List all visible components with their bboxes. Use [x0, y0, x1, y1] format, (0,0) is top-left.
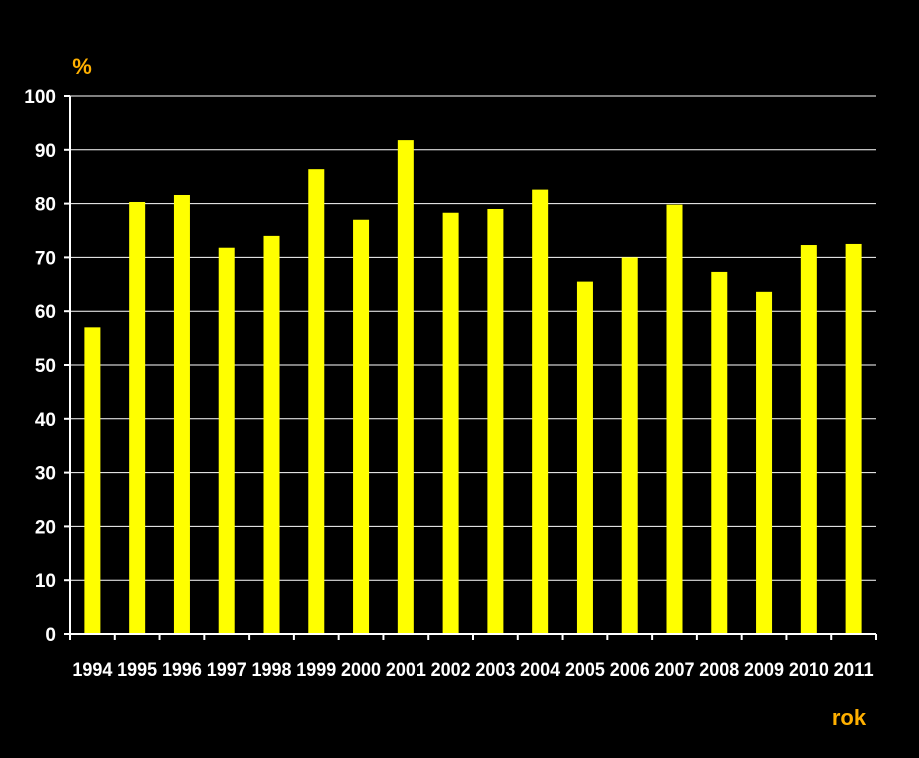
y-tick-label-70: 70: [35, 248, 56, 269]
x-tick-label-1996: 1996: [162, 660, 202, 681]
bar-1999: [308, 169, 325, 634]
y-tick-label-80: 80: [35, 195, 56, 216]
x-tick-label-1995: 1995: [117, 660, 157, 681]
x-tick-label-1994: 1994: [72, 660, 112, 681]
gridlines: [70, 95, 876, 581]
bar-2001: [397, 140, 414, 634]
x-tick-labels: 1994 1995 1996 1997 1998 1999 2000 2001 2002 2003…: [72, 660, 874, 681]
y-tick-label-0: 0: [45, 625, 56, 646]
y-tick-label-10: 10: [35, 571, 56, 592]
x-tick-label-1999: 1999: [296, 660, 336, 681]
x-tick-label-2002: 2002: [431, 660, 471, 681]
x-axis-label: rok: [832, 705, 867, 730]
bar-2006: [621, 257, 638, 634]
x-tick-label-2011: 2011: [834, 660, 874, 681]
x-tick-label-2001: 2001: [386, 660, 426, 681]
y-tick-label-100: 100: [24, 87, 56, 108]
y-tick-label-90: 90: [35, 141, 56, 162]
y-tick-label-60: 60: [35, 302, 56, 323]
x-tick-label-2010: 2010: [789, 660, 829, 681]
x-tick-label-2008: 2008: [699, 660, 739, 681]
y-tick-label-40: 40: [35, 410, 56, 431]
bar-2010: [800, 245, 817, 634]
y-tick-labels: 0 10 20 30 40 50 60 70 80 90 100: [24, 87, 56, 646]
bar-2008: [711, 271, 728, 634]
bar-1994: [84, 327, 101, 634]
x-tick-label-2000: 2000: [341, 660, 381, 681]
bar-2000: [353, 219, 370, 635]
bar-2007: [666, 204, 683, 634]
x-tick-label-2005: 2005: [565, 660, 605, 681]
y-tick-label-50: 50: [35, 356, 56, 377]
bar-1995: [129, 201, 146, 634]
bar-2009: [756, 291, 773, 634]
x-tick-label-1998: 1998: [252, 660, 292, 681]
y-tick-label-30: 30: [35, 464, 56, 485]
bar-1997: [218, 247, 235, 634]
bar-2002: [442, 212, 459, 634]
bar-1996: [173, 194, 190, 634]
y-axis-label: %: [72, 54, 92, 79]
bar-2005: [576, 281, 593, 634]
axes: [64, 95, 877, 640]
bar-2004: [532, 189, 549, 634]
bar-2011: [845, 243, 862, 634]
x-tick-label-2007: 2007: [655, 660, 695, 681]
x-tick-label-2004: 2004: [520, 660, 560, 681]
x-tick-label-2006: 2006: [610, 660, 650, 681]
bar-2003: [487, 208, 504, 635]
bar-1998: [263, 235, 280, 634]
x-tick-label-2003: 2003: [475, 660, 515, 681]
x-tick-label-2009: 2009: [744, 660, 784, 681]
bars: [84, 140, 862, 635]
y-tick-label-20: 20: [35, 517, 56, 538]
x-tick-label-1997: 1997: [207, 660, 247, 681]
